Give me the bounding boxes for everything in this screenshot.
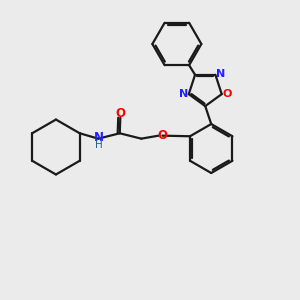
Text: O: O <box>222 88 232 98</box>
Text: N: N <box>94 131 103 144</box>
Text: O: O <box>158 129 167 142</box>
Text: N: N <box>216 69 225 79</box>
Text: H: H <box>95 140 102 150</box>
Text: N: N <box>179 88 189 98</box>
Text: O: O <box>116 107 126 120</box>
